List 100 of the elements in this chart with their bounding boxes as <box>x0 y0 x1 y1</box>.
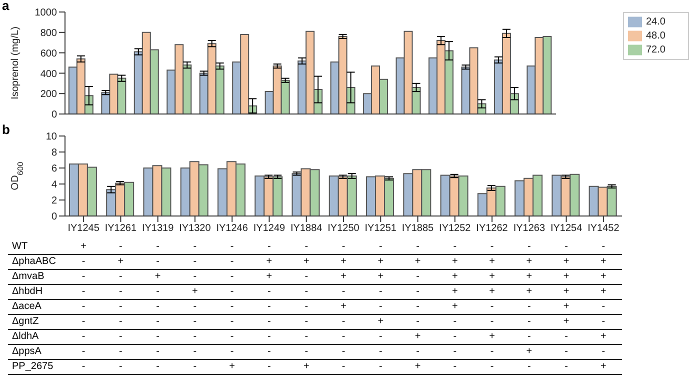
y-tick-label: 6 <box>51 164 58 175</box>
x-tick-label: IY1452 <box>588 223 620 234</box>
category-label: ΔldhA <box>12 331 39 342</box>
text: - <box>602 316 606 327</box>
y-tick-label: 4 <box>51 180 58 191</box>
category-label: ΔgntZ <box>12 316 39 327</box>
legend-label: 48.0 <box>646 30 666 42</box>
text: + <box>229 361 236 372</box>
category-label: ΔhbdH <box>12 286 43 297</box>
x-tick-label: IY1263 <box>513 223 546 234</box>
y-tick-label: 10 <box>46 132 58 143</box>
legend-label: 72.0 <box>646 44 666 56</box>
text: - <box>416 316 420 327</box>
text: - <box>527 241 531 252</box>
text: - <box>342 316 346 327</box>
text: + <box>600 271 606 282</box>
text: - <box>602 346 606 357</box>
text: + <box>452 301 458 312</box>
text: + <box>340 271 346 282</box>
text: - <box>490 241 494 252</box>
text: + <box>303 361 310 372</box>
text: - <box>304 301 308 312</box>
y-tick-label: 1000 <box>34 8 58 19</box>
y-tick-label: 800 <box>40 28 58 39</box>
text: + <box>452 271 458 282</box>
text: - <box>342 286 346 297</box>
text: - <box>82 286 86 297</box>
text: + <box>526 256 532 267</box>
text: - <box>156 346 160 357</box>
text: - <box>230 271 234 282</box>
text: - <box>82 271 86 282</box>
text: - <box>230 256 234 267</box>
text: - <box>119 286 122 297</box>
text: - <box>230 301 234 312</box>
text: + <box>452 286 458 297</box>
x-tick-label: IY1249 <box>253 223 286 234</box>
text: + <box>378 316 384 327</box>
text: - <box>527 331 531 342</box>
category-label: WT <box>12 241 28 252</box>
text: - <box>119 331 122 342</box>
text: - <box>453 316 457 327</box>
x-tick-label: IY1251 <box>364 223 397 234</box>
text: - <box>82 256 86 267</box>
text: - <box>230 286 234 297</box>
x-tick-label: IY1245 <box>68 223 100 234</box>
text: - <box>342 241 346 252</box>
x-tick-label: IY1252 <box>439 223 472 234</box>
text: - <box>527 301 531 312</box>
text: - <box>378 361 382 372</box>
category-label: ΔphaABC <box>12 256 56 267</box>
text: - <box>156 286 160 297</box>
text: + <box>489 331 495 342</box>
text: - <box>268 316 271 327</box>
text: - <box>416 301 420 312</box>
text: - <box>268 286 271 297</box>
chart-title: b <box>2 122 10 137</box>
x-tick-label: IY1246 <box>216 223 248 234</box>
text: - <box>119 346 122 357</box>
text: - <box>156 331 160 342</box>
text: + <box>378 256 384 267</box>
text: - <box>490 316 494 327</box>
text: - <box>453 241 457 252</box>
text: + <box>563 286 570 297</box>
text: - <box>416 286 420 297</box>
category-label: PP_2675 <box>12 361 54 372</box>
text: - <box>602 301 606 312</box>
text: + <box>303 256 310 267</box>
text: - <box>193 361 197 372</box>
x-tick-label: IY1254 <box>550 223 583 234</box>
text: - <box>342 331 346 342</box>
text: + <box>266 256 272 267</box>
text: - <box>416 241 420 252</box>
text: + <box>266 271 272 282</box>
text: - <box>564 346 568 357</box>
text: + <box>600 286 606 297</box>
text: - <box>490 346 494 357</box>
text: - <box>156 361 160 372</box>
text: + <box>526 271 532 282</box>
text: - <box>156 301 160 312</box>
text: - <box>82 331 86 342</box>
text: - <box>304 346 308 357</box>
y-tick-label: 2 <box>51 196 58 207</box>
text: - <box>119 301 122 312</box>
text: - <box>268 241 271 252</box>
text: - <box>564 361 568 372</box>
text: - <box>82 316 86 327</box>
text: - <box>490 301 494 312</box>
text: + <box>600 331 606 342</box>
text: - <box>453 361 457 372</box>
text: + <box>118 256 124 267</box>
text: - <box>342 361 346 372</box>
text: - <box>230 331 234 342</box>
text: + <box>563 316 570 327</box>
text: + <box>340 301 346 312</box>
category-label: ΔmvaB <box>12 271 44 282</box>
text: - <box>342 346 346 357</box>
chart-title: a <box>2 0 10 13</box>
text: + <box>526 286 532 297</box>
text: - <box>602 241 606 252</box>
text: + <box>414 361 421 372</box>
